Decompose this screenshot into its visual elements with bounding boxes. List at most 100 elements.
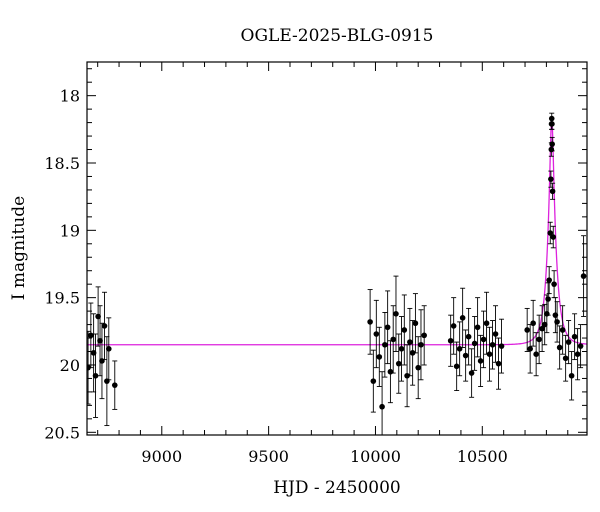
data-point bbox=[556, 325, 563, 370]
data-point bbox=[468, 348, 475, 398]
data-point-marker bbox=[480, 336, 487, 343]
data-point bbox=[450, 297, 457, 355]
data-point bbox=[412, 293, 419, 354]
data-point-marker bbox=[418, 341, 424, 348]
data-point bbox=[373, 299, 380, 369]
data-point-marker bbox=[498, 343, 505, 349]
data-point-marker bbox=[539, 325, 545, 332]
data-point-marker bbox=[97, 337, 103, 344]
y-tick-label: 18.5 bbox=[44, 154, 80, 173]
data-point bbox=[492, 305, 499, 363]
data-point bbox=[533, 332, 539, 377]
y-tick-labels: 18 18.5 19 19.5 20 20.5 bbox=[44, 87, 80, 443]
data-point-marker bbox=[533, 351, 539, 358]
data-point-marker bbox=[562, 355, 569, 362]
data-point bbox=[549, 118, 555, 130]
data-point-marker bbox=[88, 332, 94, 339]
y-tick-label: 20 bbox=[60, 356, 80, 375]
data-point bbox=[465, 307, 472, 366]
data-point bbox=[474, 297, 481, 358]
data-point-marker bbox=[421, 332, 427, 339]
data-point bbox=[92, 333, 99, 418]
data-point bbox=[498, 318, 505, 374]
x-axis-label: HJD - 2450000 bbox=[273, 478, 401, 498]
data-point-marker bbox=[486, 351, 493, 358]
data-point-marker bbox=[468, 370, 475, 376]
data-point-marker bbox=[382, 341, 388, 348]
data-point bbox=[549, 182, 556, 200]
data-point-marker bbox=[548, 176, 554, 182]
data-point-marker bbox=[404, 372, 410, 379]
data-point bbox=[111, 360, 118, 410]
data-point bbox=[390, 305, 396, 374]
tick-marks bbox=[87, 62, 587, 435]
data-point bbox=[421, 305, 427, 366]
data-point-marker bbox=[492, 331, 499, 337]
x-tick-label: 9000 bbox=[141, 447, 182, 466]
data-point-marker bbox=[401, 327, 408, 333]
data-point bbox=[477, 334, 484, 387]
data-point-marker bbox=[99, 358, 105, 364]
data-point-marker bbox=[390, 336, 396, 343]
data-point bbox=[580, 235, 587, 317]
data-point bbox=[471, 316, 478, 371]
data-point-marker bbox=[395, 360, 402, 367]
data-point-marker bbox=[462, 352, 469, 359]
data-point bbox=[568, 351, 575, 401]
model-curve-layer bbox=[87, 118, 587, 346]
data-point bbox=[539, 305, 545, 352]
data-point-marker bbox=[530, 320, 536, 327]
data-point-marker bbox=[370, 378, 377, 384]
x-tick-labels: 9000 9500 10000 10500 bbox=[141, 447, 507, 466]
data-point-marker bbox=[92, 372, 99, 379]
data-point bbox=[382, 312, 388, 378]
data-point bbox=[550, 225, 557, 249]
data-point-marker bbox=[384, 324, 391, 331]
data-point-marker bbox=[556, 344, 563, 351]
data-point bbox=[459, 287, 466, 348]
data-point-marker bbox=[549, 141, 555, 147]
data-point bbox=[105, 317, 112, 381]
data-point-marker bbox=[549, 121, 555, 127]
data-point bbox=[554, 301, 560, 343]
data-point bbox=[367, 289, 373, 355]
data-point-marker bbox=[545, 296, 551, 302]
data-point bbox=[101, 291, 108, 361]
data-point-marker bbox=[568, 372, 575, 379]
data-point-marker bbox=[379, 403, 385, 410]
y-tick-label: 19.5 bbox=[44, 289, 80, 308]
data-point bbox=[409, 320, 416, 386]
data-point-marker bbox=[524, 327, 530, 333]
data-point-marker bbox=[495, 360, 502, 367]
data-point bbox=[562, 334, 569, 382]
data-point-marker bbox=[580, 273, 587, 279]
data-point-marker bbox=[577, 343, 584, 349]
data-point bbox=[387, 340, 394, 404]
data-point bbox=[549, 136, 555, 152]
data-point-marker bbox=[546, 277, 552, 283]
y-axis-label: I magnitude bbox=[9, 196, 29, 300]
data-point bbox=[384, 290, 391, 365]
data-point bbox=[483, 291, 490, 355]
data-point bbox=[401, 294, 408, 366]
data-point bbox=[376, 326, 383, 387]
data-point-marker bbox=[415, 364, 421, 371]
data-point bbox=[395, 333, 402, 394]
data-point bbox=[530, 299, 536, 347]
data-point bbox=[379, 371, 385, 435]
data-point-marker bbox=[541, 321, 548, 328]
data-point-marker bbox=[101, 323, 108, 329]
data-point bbox=[536, 314, 542, 365]
data-point-marker bbox=[456, 346, 463, 352]
data-point-marker bbox=[574, 351, 581, 358]
data-point bbox=[489, 320, 496, 370]
y-tick-label: 18 bbox=[60, 87, 80, 106]
data-point bbox=[565, 320, 572, 365]
data-point-marker bbox=[465, 333, 472, 340]
x-tick-label: 10500 bbox=[457, 447, 508, 466]
data-point-marker bbox=[409, 350, 416, 356]
data-point bbox=[524, 307, 530, 352]
data-point-marker bbox=[398, 346, 405, 352]
data-point-marker bbox=[536, 336, 542, 343]
data-point bbox=[547, 221, 554, 245]
